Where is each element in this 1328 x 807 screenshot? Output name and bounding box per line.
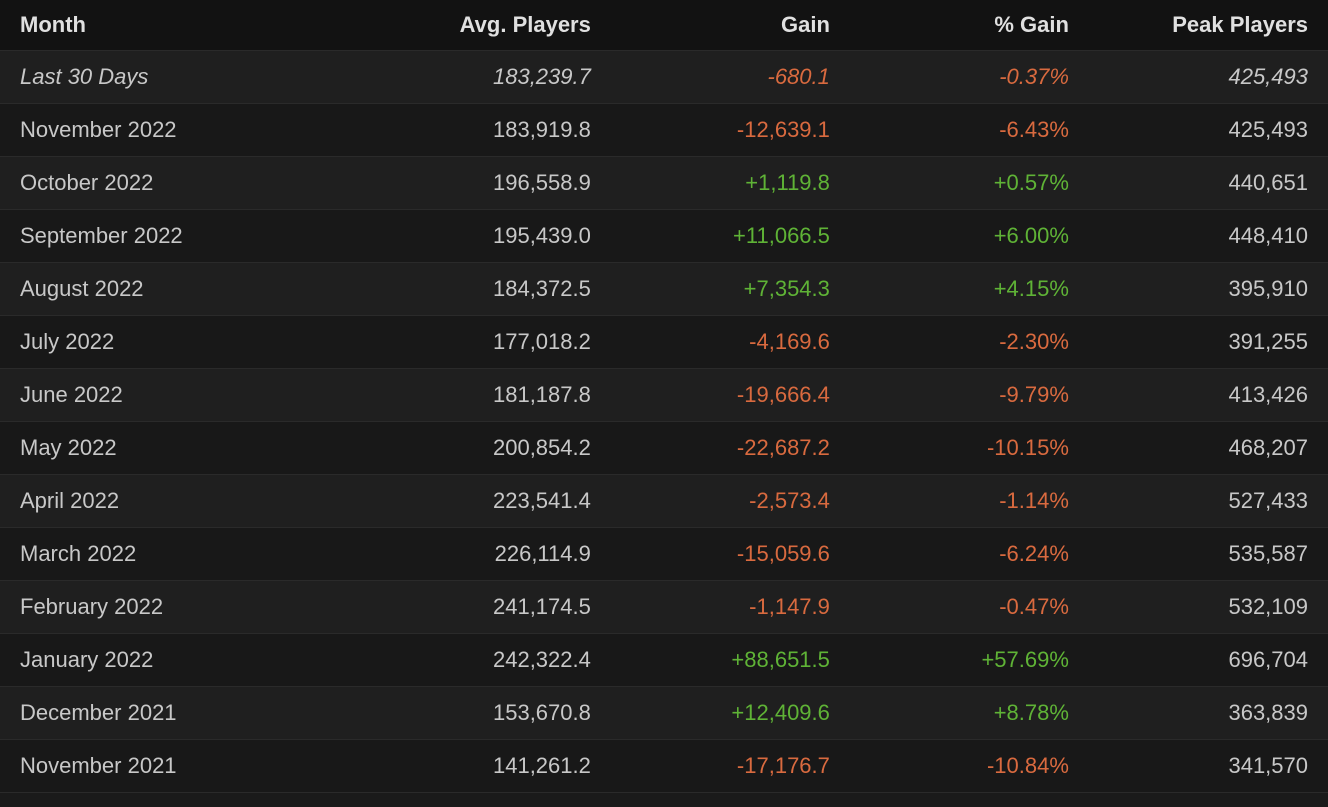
cell-peak-players: 468,207 <box>1089 422 1328 475</box>
cell-gain: -19,666.4 <box>611 369 850 422</box>
cell-gain: -4,169.6 <box>611 316 850 369</box>
cell-month: November 2022 <box>0 104 372 157</box>
cell-month: April 2022 <box>0 475 372 528</box>
cell-avg-players: 181,187.8 <box>372 369 611 422</box>
cell-month: June 2022 <box>0 369 372 422</box>
cell-pct-gain: +57.69% <box>850 634 1089 687</box>
cell-avg-players: 226,114.9 <box>372 528 611 581</box>
cell-avg-players: 183,239.7 <box>372 51 611 104</box>
cell-pct-gain: -6.24% <box>850 528 1089 581</box>
cell-avg-players: 153,670.8 <box>372 687 611 740</box>
cell-gain: +7,354.3 <box>611 263 850 316</box>
cell-pct-gain: +4.15% <box>850 263 1089 316</box>
table-row[interactable]: November 2022183,919.8-12,639.1-6.43%425… <box>0 104 1328 157</box>
table-row[interactable]: March 2022226,114.9-15,059.6-6.24%535,58… <box>0 528 1328 581</box>
table-header: Month Avg. Players Gain % Gain Peak Play… <box>0 0 1328 51</box>
header-pct-gain[interactable]: % Gain <box>850 0 1089 51</box>
cell-pct-gain: +0.57% <box>850 157 1089 210</box>
cell-avg-players: 183,919.8 <box>372 104 611 157</box>
header-avg-players[interactable]: Avg. Players <box>372 0 611 51</box>
cell-month: February 2022 <box>0 581 372 634</box>
cell-pct-gain: +8.78% <box>850 687 1089 740</box>
cell-peak-players: 341,570 <box>1089 740 1328 793</box>
table-row[interactable]: October 2022196,558.9+1,119.8+0.57%440,6… <box>0 157 1328 210</box>
cell-pct-gain: -9.79% <box>850 369 1089 422</box>
header-month[interactable]: Month <box>0 0 372 51</box>
cell-avg-players: 195,439.0 <box>372 210 611 263</box>
cell-peak-players: 532,109 <box>1089 581 1328 634</box>
cell-peak-players: 425,493 <box>1089 104 1328 157</box>
cell-gain: +1,119.8 <box>611 157 850 210</box>
cell-month: March 2022 <box>0 528 372 581</box>
cell-peak-players: 696,704 <box>1089 634 1328 687</box>
cell-pct-gain: -0.37% <box>850 51 1089 104</box>
cell-peak-players: 425,493 <box>1089 51 1328 104</box>
cell-avg-players: 177,018.2 <box>372 316 611 369</box>
cell-pct-gain: -6.43% <box>850 104 1089 157</box>
table-row[interactable]: June 2022181,187.8-19,666.4-9.79%413,426 <box>0 369 1328 422</box>
cell-gain: -15,059.6 <box>611 528 850 581</box>
table-row[interactable]: April 2022223,541.4-2,573.4-1.14%527,433 <box>0 475 1328 528</box>
cell-month: September 2022 <box>0 210 372 263</box>
table-row[interactable]: February 2022241,174.5-1,147.9-0.47%532,… <box>0 581 1328 634</box>
cell-avg-players: 141,261.2 <box>372 740 611 793</box>
cell-avg-players: 223,541.4 <box>372 475 611 528</box>
cell-month: May 2022 <box>0 422 372 475</box>
cell-pct-gain: -2.30% <box>850 316 1089 369</box>
cell-month: July 2022 <box>0 316 372 369</box>
table-row[interactable]: November 2021141,261.2-17,176.7-10.84%34… <box>0 740 1328 793</box>
table-row[interactable]: Last 30 Days183,239.7-680.1-0.37%425,493 <box>0 51 1328 104</box>
cell-avg-players: 184,372.5 <box>372 263 611 316</box>
cell-avg-players: 242,322.4 <box>372 634 611 687</box>
table-row[interactable]: May 2022200,854.2-22,687.2-10.15%468,207 <box>0 422 1328 475</box>
cell-month: October 2022 <box>0 157 372 210</box>
header-peak-players[interactable]: Peak Players <box>1089 0 1328 51</box>
cell-avg-players: 241,174.5 <box>372 581 611 634</box>
cell-gain: -17,176.7 <box>611 740 850 793</box>
header-gain[interactable]: Gain <box>611 0 850 51</box>
cell-pct-gain: -10.15% <box>850 422 1089 475</box>
cell-gain: -12,639.1 <box>611 104 850 157</box>
cell-avg-players: 196,558.9 <box>372 157 611 210</box>
cell-month: August 2022 <box>0 263 372 316</box>
table-row[interactable]: July 2022177,018.2-4,169.6-2.30%391,255 <box>0 316 1328 369</box>
cell-peak-players: 395,910 <box>1089 263 1328 316</box>
cell-gain: -2,573.4 <box>611 475 850 528</box>
cell-pct-gain: -1.14% <box>850 475 1089 528</box>
player-stats-table: Month Avg. Players Gain % Gain Peak Play… <box>0 0 1328 793</box>
cell-gain: +11,066.5 <box>611 210 850 263</box>
cell-peak-players: 535,587 <box>1089 528 1328 581</box>
cell-gain: +12,409.6 <box>611 687 850 740</box>
cell-peak-players: 440,651 <box>1089 157 1328 210</box>
cell-month: January 2022 <box>0 634 372 687</box>
cell-avg-players: 200,854.2 <box>372 422 611 475</box>
cell-month: November 2021 <box>0 740 372 793</box>
cell-month: Last 30 Days <box>0 51 372 104</box>
cell-gain: -22,687.2 <box>611 422 850 475</box>
cell-pct-gain: +6.00% <box>850 210 1089 263</box>
cell-peak-players: 448,410 <box>1089 210 1328 263</box>
cell-peak-players: 413,426 <box>1089 369 1328 422</box>
cell-peak-players: 527,433 <box>1089 475 1328 528</box>
cell-peak-players: 391,255 <box>1089 316 1328 369</box>
table-row[interactable]: September 2022195,439.0+11,066.5+6.00%44… <box>0 210 1328 263</box>
cell-gain: +88,651.5 <box>611 634 850 687</box>
cell-pct-gain: -10.84% <box>850 740 1089 793</box>
cell-month: December 2021 <box>0 687 372 740</box>
table-row[interactable]: January 2022242,322.4+88,651.5+57.69%696… <box>0 634 1328 687</box>
table-body: Last 30 Days183,239.7-680.1-0.37%425,493… <box>0 51 1328 793</box>
cell-pct-gain: -0.47% <box>850 581 1089 634</box>
cell-gain: -680.1 <box>611 51 850 104</box>
table-row[interactable]: August 2022184,372.5+7,354.3+4.15%395,91… <box>0 263 1328 316</box>
cell-peak-players: 363,839 <box>1089 687 1328 740</box>
table-row[interactable]: December 2021153,670.8+12,409.6+8.78%363… <box>0 687 1328 740</box>
cell-gain: -1,147.9 <box>611 581 850 634</box>
